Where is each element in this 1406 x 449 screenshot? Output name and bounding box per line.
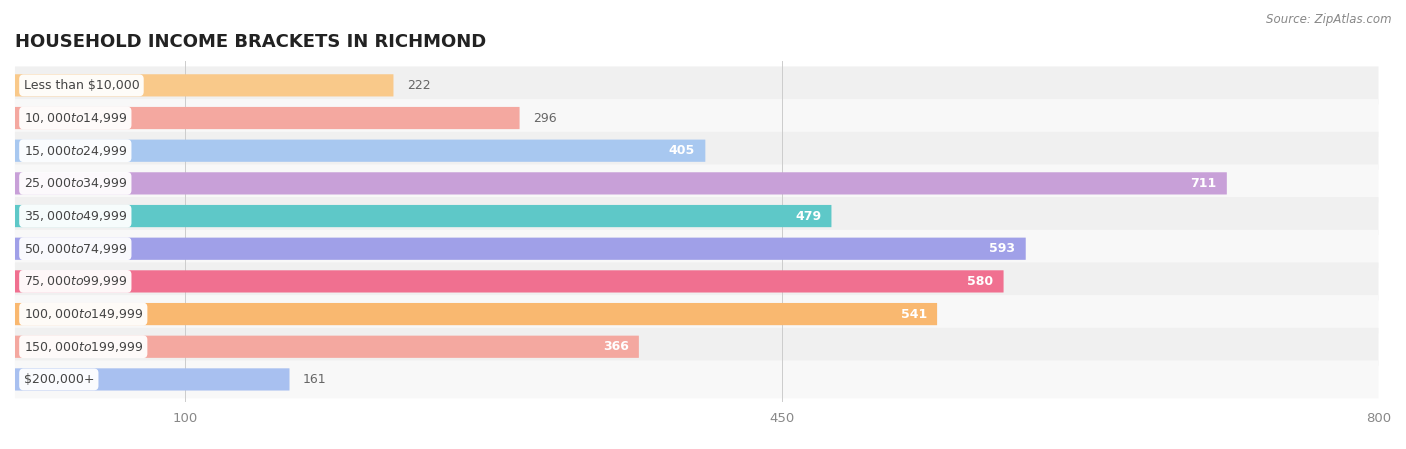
FancyBboxPatch shape [15, 99, 1378, 137]
Text: Less than $10,000: Less than $10,000 [24, 79, 139, 92]
Text: $25,000 to $34,999: $25,000 to $34,999 [24, 176, 127, 190]
FancyBboxPatch shape [15, 205, 831, 227]
FancyBboxPatch shape [15, 164, 1378, 202]
Text: $10,000 to $14,999: $10,000 to $14,999 [24, 111, 127, 125]
Text: $50,000 to $74,999: $50,000 to $74,999 [24, 242, 127, 256]
Text: 593: 593 [990, 242, 1015, 255]
FancyBboxPatch shape [15, 263, 1378, 300]
Text: $150,000 to $199,999: $150,000 to $199,999 [24, 340, 143, 354]
FancyBboxPatch shape [15, 74, 394, 97]
Text: $15,000 to $24,999: $15,000 to $24,999 [24, 144, 127, 158]
FancyBboxPatch shape [15, 107, 520, 129]
FancyBboxPatch shape [15, 361, 1378, 398]
FancyBboxPatch shape [15, 140, 706, 162]
FancyBboxPatch shape [15, 270, 1004, 292]
Text: 296: 296 [533, 111, 557, 124]
FancyBboxPatch shape [15, 336, 638, 358]
FancyBboxPatch shape [15, 238, 1026, 260]
FancyBboxPatch shape [15, 230, 1378, 268]
Text: $75,000 to $99,999: $75,000 to $99,999 [24, 274, 127, 288]
Text: 222: 222 [406, 79, 430, 92]
Text: 479: 479 [794, 210, 821, 223]
Text: 580: 580 [967, 275, 993, 288]
Text: $200,000+: $200,000+ [24, 373, 94, 386]
FancyBboxPatch shape [15, 295, 1378, 333]
Text: 161: 161 [304, 373, 326, 386]
Text: Source: ZipAtlas.com: Source: ZipAtlas.com [1267, 13, 1392, 26]
Text: 405: 405 [669, 144, 695, 157]
FancyBboxPatch shape [15, 197, 1378, 235]
Text: 711: 711 [1191, 177, 1216, 190]
FancyBboxPatch shape [15, 132, 1378, 170]
FancyBboxPatch shape [15, 66, 1378, 104]
FancyBboxPatch shape [15, 328, 1378, 365]
FancyBboxPatch shape [15, 368, 290, 391]
Text: HOUSEHOLD INCOME BRACKETS IN RICHMOND: HOUSEHOLD INCOME BRACKETS IN RICHMOND [15, 33, 486, 51]
Text: $100,000 to $149,999: $100,000 to $149,999 [24, 307, 143, 321]
FancyBboxPatch shape [15, 172, 1227, 194]
FancyBboxPatch shape [15, 303, 938, 325]
Text: $35,000 to $49,999: $35,000 to $49,999 [24, 209, 127, 223]
Text: 541: 541 [901, 308, 927, 321]
Text: 366: 366 [603, 340, 628, 353]
